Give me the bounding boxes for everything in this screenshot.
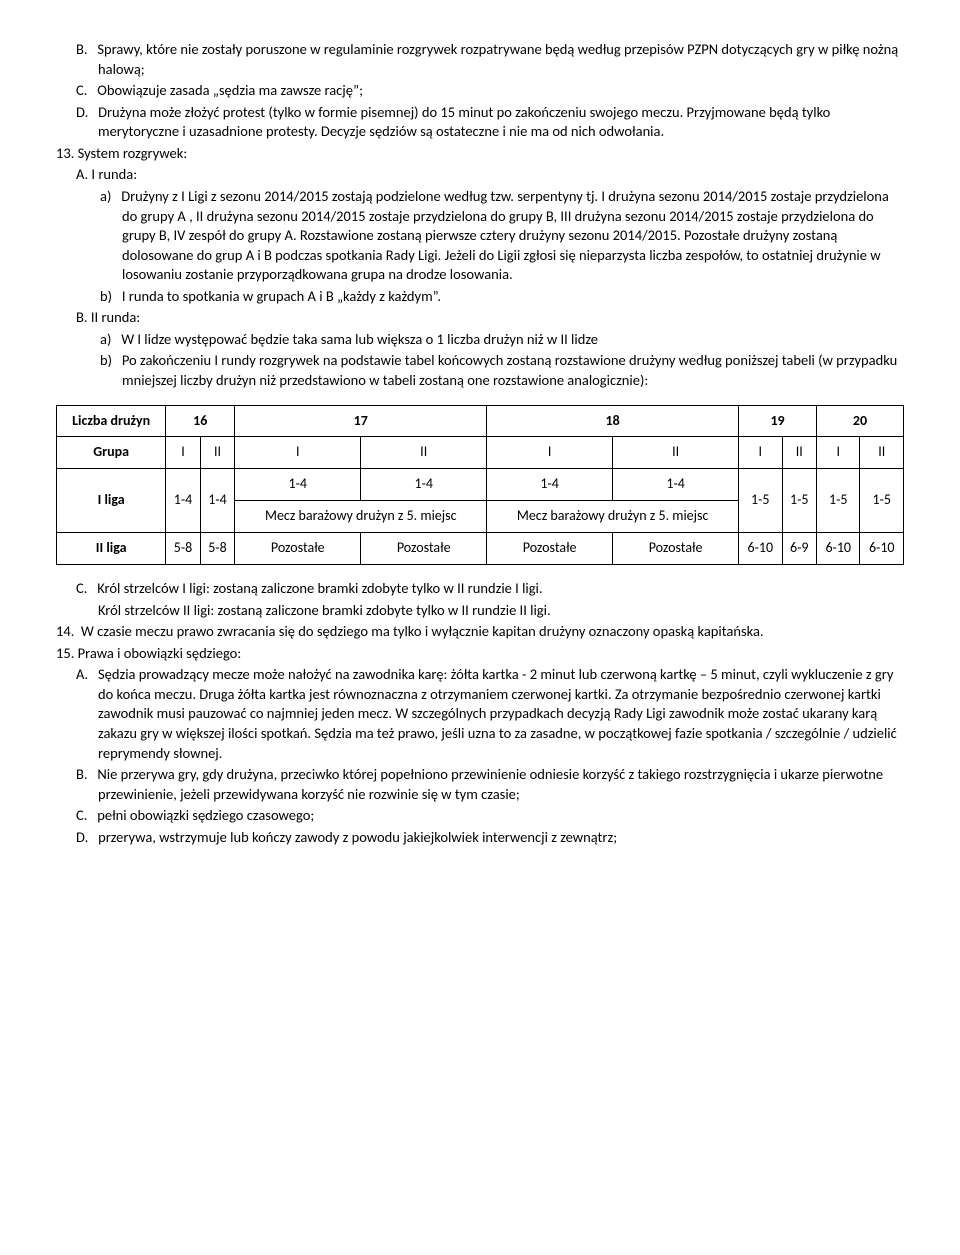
td: 6-10 bbox=[860, 533, 904, 565]
table-row-header: Liczba drużyn 16 17 18 19 20 bbox=[57, 405, 904, 437]
td: 1-4 bbox=[166, 469, 201, 533]
td: II bbox=[782, 437, 817, 469]
th: 20 bbox=[817, 405, 904, 437]
text: 13. System rozgrywek: bbox=[56, 144, 187, 162]
item-13-a: A. I runda: bbox=[56, 165, 904, 185]
item-c: C. Obowiązuje zasada „sędzia ma zawsze r… bbox=[56, 81, 904, 101]
item-13-a-a: a) Drużyny z I Ligi z sezonu 2014/2015 z… bbox=[56, 187, 904, 285]
text: Król strzelców I ligi: zostaną zaliczone… bbox=[97, 579, 542, 597]
text: Nie przerywa gry, gdy drużyna, przeciwko… bbox=[97, 765, 883, 803]
teams-table: Liczba drużyn 16 17 18 19 20 Grupa I II … bbox=[56, 405, 904, 565]
text: przerywa, wstrzymuje lub kończy zawody z… bbox=[98, 828, 617, 846]
td: 1-5 bbox=[860, 469, 904, 533]
td-label: I liga bbox=[57, 469, 166, 533]
item-13-c2: Król strzelców II ligi: zostaną zaliczon… bbox=[56, 601, 904, 621]
text: Po zakończeniu I rundy rozgrywek na pods… bbox=[122, 351, 897, 389]
text: Obowiązuje zasada „sędzia ma zawsze racj… bbox=[97, 81, 363, 99]
item-15: 15. Prawa i obowiązki sędziego: bbox=[56, 644, 904, 664]
item-13-a-b: b) I runda to spotkania w grupach A i B … bbox=[56, 287, 904, 307]
item-b: B. Sprawy, które nie zostały poruszone w… bbox=[56, 40, 904, 79]
td: 1-5 bbox=[782, 469, 817, 533]
td: I bbox=[166, 437, 201, 469]
item-13-b: B. II runda: bbox=[56, 308, 904, 328]
td: 1-4 bbox=[487, 469, 613, 501]
text: 15. Prawa i obowiązki sędziego: bbox=[56, 644, 241, 662]
item-15-d: D. przerywa, wstrzymuje lub kończy zawod… bbox=[56, 828, 904, 848]
td: 1-5 bbox=[739, 469, 782, 533]
item-13: 13. System rozgrywek: bbox=[56, 144, 904, 164]
td: II bbox=[200, 437, 235, 469]
th: 19 bbox=[739, 405, 817, 437]
item-14: 14. W czasie meczu prawo zwracania się d… bbox=[56, 622, 904, 642]
table-row-liga1-top: I liga 1-4 1-4 1-4 1-4 1-4 1-4 1-5 1-5 1… bbox=[57, 469, 904, 501]
text: B. II runda: bbox=[76, 308, 140, 326]
text: I runda to spotkania w grupach A i B „ka… bbox=[122, 287, 441, 305]
td: 5-8 bbox=[200, 533, 235, 565]
td: 6-9 bbox=[782, 533, 817, 565]
td: 6-10 bbox=[739, 533, 782, 565]
text: A. I runda: bbox=[76, 165, 137, 183]
td: Mecz barażowy drużyn z 5. miejsc bbox=[487, 501, 739, 533]
text: Król strzelców II ligi: zostaną zaliczon… bbox=[98, 601, 551, 619]
td: Pozostałe bbox=[613, 533, 739, 565]
td: Mecz barażowy drużyn z 5. miejsc bbox=[235, 501, 487, 533]
td: 6-10 bbox=[817, 533, 860, 565]
text: Drużyna może złożyć protest (tylko w for… bbox=[98, 103, 830, 141]
item-15-c: C. pełni obowiązki sędziego czasowego; bbox=[56, 806, 904, 826]
td: II bbox=[613, 437, 739, 469]
td: 5-8 bbox=[166, 533, 201, 565]
td: I bbox=[487, 437, 613, 469]
td: Pozostałe bbox=[487, 533, 613, 565]
td: Pozostałe bbox=[235, 533, 361, 565]
table-row-grupa: Grupa I II I II I II I II I II bbox=[57, 437, 904, 469]
td-label: Grupa bbox=[57, 437, 166, 469]
td: I bbox=[739, 437, 782, 469]
text: Sprawy, które nie zostały poruszone w re… bbox=[97, 40, 898, 78]
td-label: II liga bbox=[57, 533, 166, 565]
item-15-b: B. Nie przerywa gry, gdy drużyna, przeci… bbox=[56, 765, 904, 804]
item-13-b-a: a) W I lidze występować będzie taka sama… bbox=[56, 330, 904, 350]
th: 17 bbox=[235, 405, 487, 437]
text: W czasie meczu prawo zwracania się do sę… bbox=[81, 622, 764, 640]
td: 1-4 bbox=[361, 469, 487, 501]
item-13-b-b: b) Po zakończeniu I rundy rozgrywek na p… bbox=[56, 351, 904, 390]
td: Pozostałe bbox=[361, 533, 487, 565]
td: 1-4 bbox=[200, 469, 235, 533]
td: II bbox=[361, 437, 487, 469]
table-row-liga2: II liga 5-8 5-8 Pozostałe Pozostałe Pozo… bbox=[57, 533, 904, 565]
td: II bbox=[860, 437, 904, 469]
text: Sędzia prowadzący mecze może nałożyć na … bbox=[98, 665, 897, 761]
item-d: D. Drużyna może złożyć protest (tylko w … bbox=[56, 103, 904, 142]
td: I bbox=[817, 437, 860, 469]
th: 16 bbox=[166, 405, 235, 437]
th-liczba: Liczba drużyn bbox=[57, 405, 166, 437]
document-body: B. Sprawy, które nie zostały poruszone w… bbox=[56, 40, 904, 847]
item-13-c: C. Król strzelców I ligi: zostaną zalicz… bbox=[56, 579, 904, 599]
td: 1-5 bbox=[817, 469, 860, 533]
text: W I lidze występować będzie taka sama lu… bbox=[121, 330, 598, 348]
th: 18 bbox=[487, 405, 739, 437]
td: 1-4 bbox=[235, 469, 361, 501]
text: Drużyny z I Ligi z sezonu 2014/2015 zost… bbox=[121, 187, 889, 283]
item-15-a: A. Sędzia prowadzący mecze może nałożyć … bbox=[56, 665, 904, 763]
text: pełni obowiązki sędziego czasowego; bbox=[97, 806, 314, 824]
td: 1-4 bbox=[613, 469, 739, 501]
td: I bbox=[235, 437, 361, 469]
